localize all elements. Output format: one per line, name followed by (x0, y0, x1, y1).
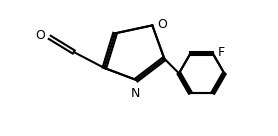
Text: F: F (218, 46, 225, 59)
Text: O: O (35, 29, 45, 42)
Text: O: O (157, 18, 167, 31)
Text: N: N (130, 87, 140, 100)
